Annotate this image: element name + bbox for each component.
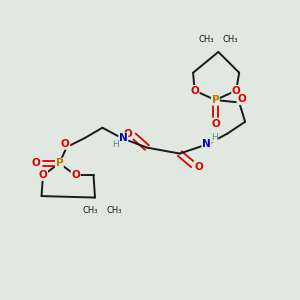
Text: O: O xyxy=(211,119,220,129)
Text: N: N xyxy=(119,133,128,143)
Text: O: O xyxy=(61,139,70,149)
Text: O: O xyxy=(39,170,47,180)
Text: O: O xyxy=(232,85,241,96)
Text: P: P xyxy=(212,95,219,105)
Text: O: O xyxy=(71,170,80,180)
Text: N: N xyxy=(202,139,211,149)
Text: CH₃: CH₃ xyxy=(198,35,214,44)
Text: O: O xyxy=(194,162,203,172)
Text: CH₃: CH₃ xyxy=(107,206,122,214)
Text: H: H xyxy=(112,140,119,149)
Text: P: P xyxy=(56,158,63,168)
Text: CH₃: CH₃ xyxy=(82,206,98,214)
Text: O: O xyxy=(190,85,199,96)
Text: O: O xyxy=(31,158,40,168)
Text: H: H xyxy=(211,133,218,142)
Text: O: O xyxy=(237,94,246,104)
Text: O: O xyxy=(124,129,133,139)
Text: CH₃: CH₃ xyxy=(223,35,238,44)
